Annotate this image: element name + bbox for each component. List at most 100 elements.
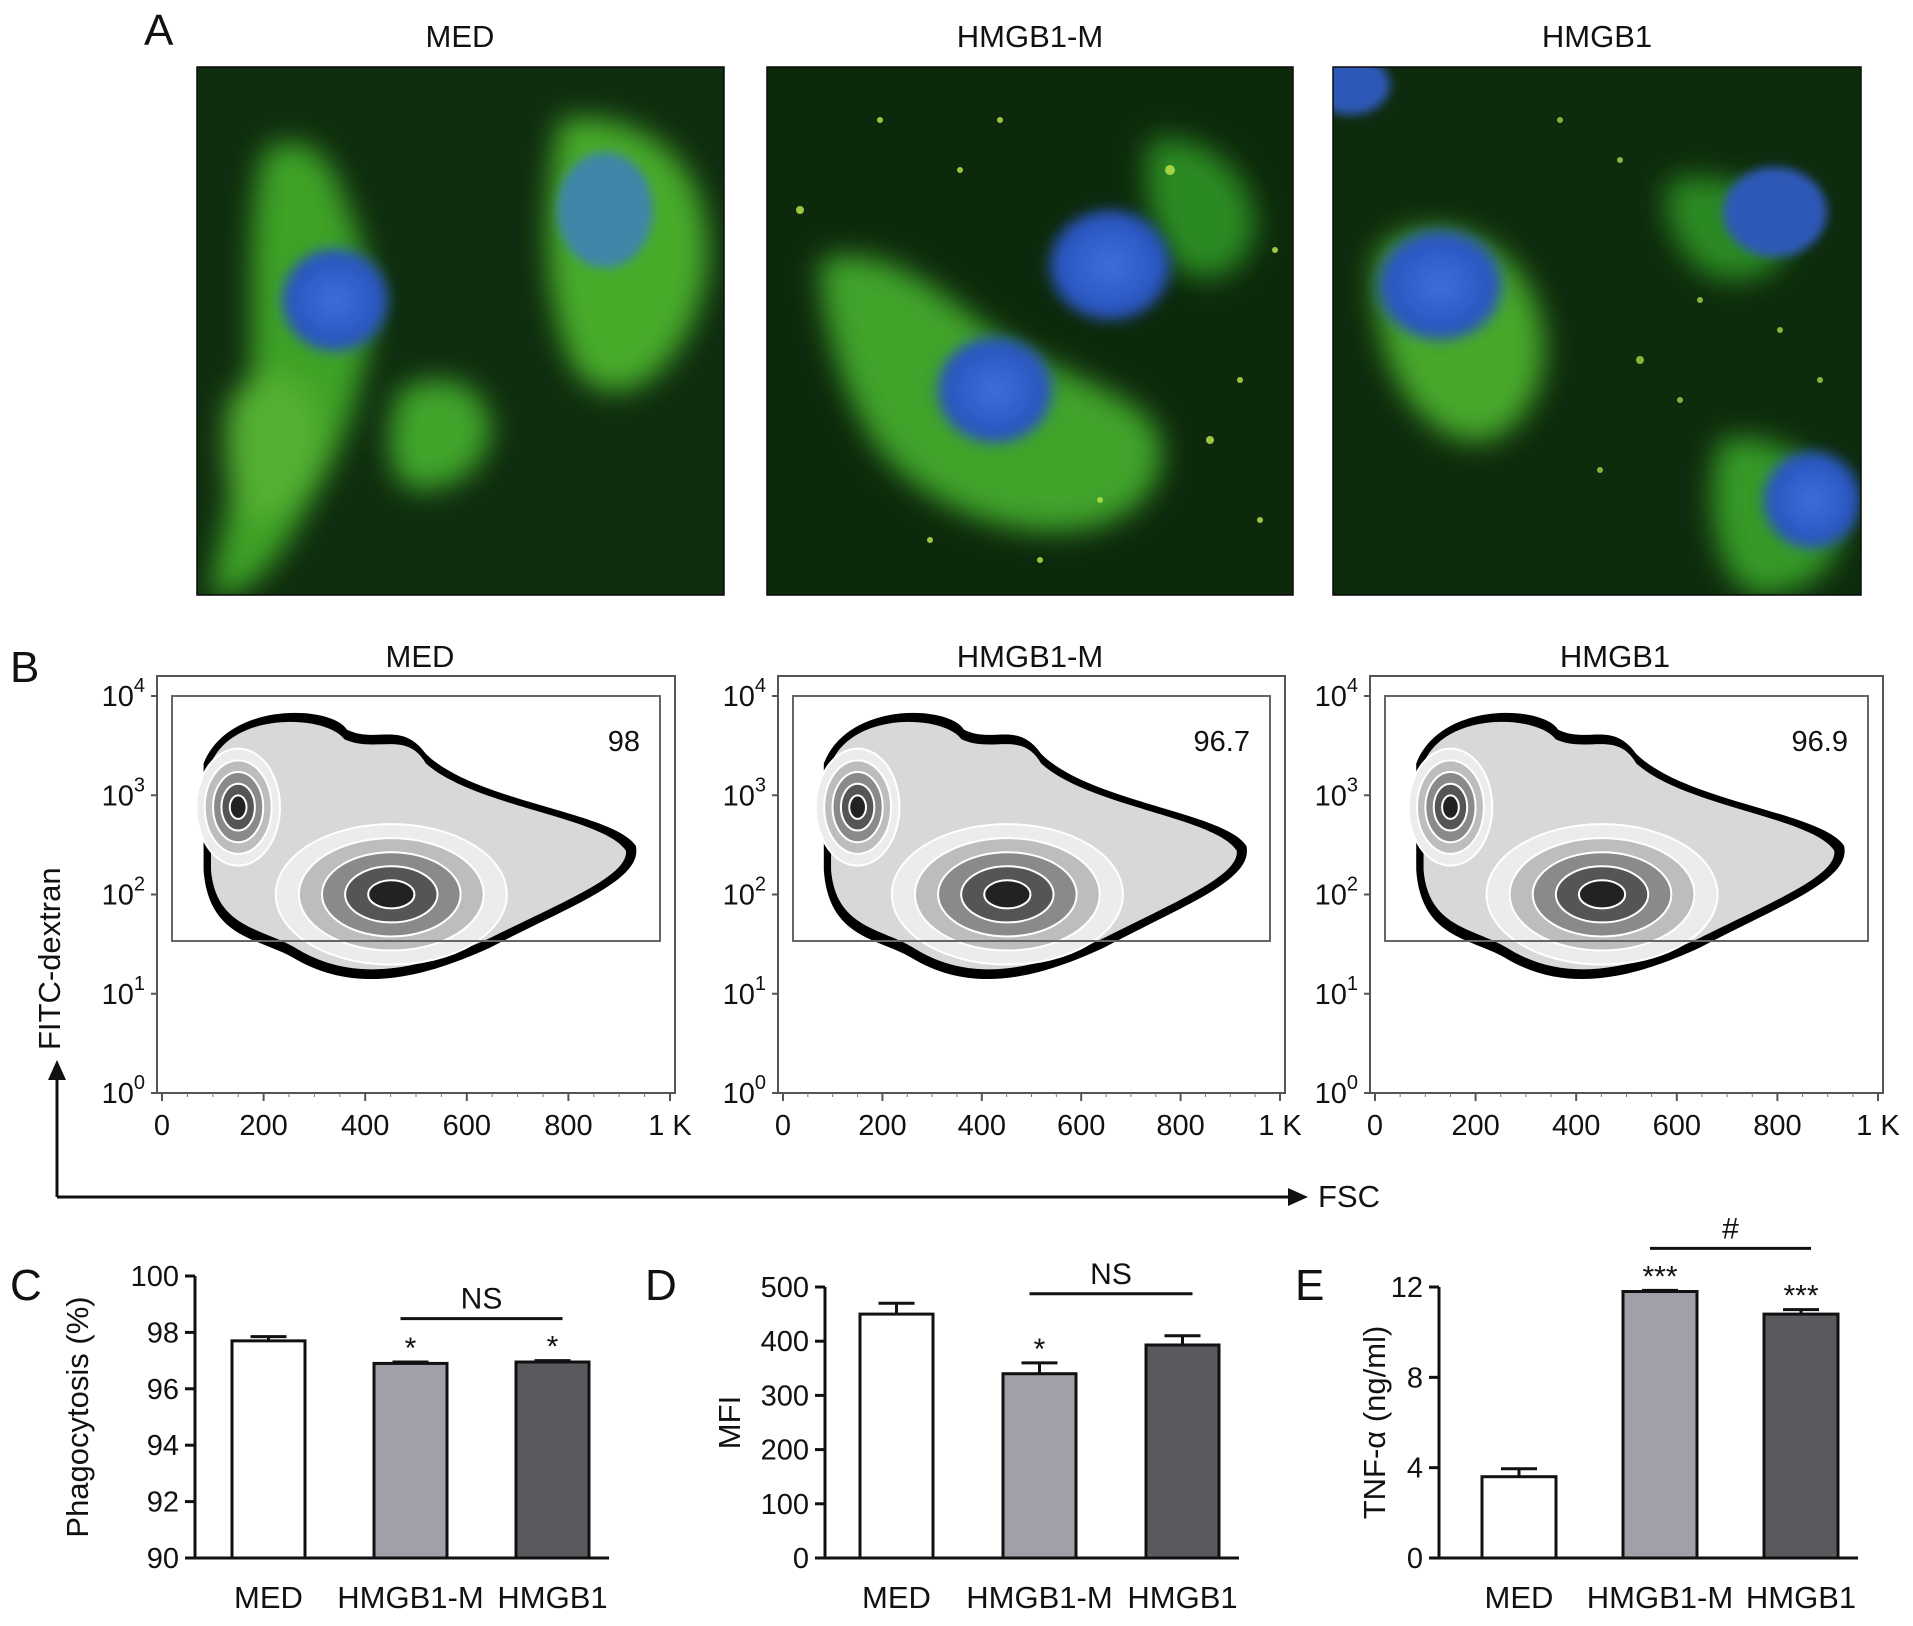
density-contour (983, 879, 1032, 910)
y-tick-label: 0 (1407, 1543, 1423, 1575)
density-contour (1441, 794, 1460, 820)
category-label: HMGB1-M (337, 1580, 483, 1615)
bar-chart-C: 90 92 94 96 98 100 Phagocytosis (%) MED HMGB1-M *… (60, 1261, 609, 1615)
significance-label: * (1034, 1333, 1046, 1366)
bar (1001, 1372, 1078, 1560)
tick-exponent: 1 (1347, 973, 1358, 995)
x-tick-label: 200 (1451, 1110, 1499, 1142)
tick-exponent: 0 (755, 1072, 766, 1094)
y-tick-label: 500 (761, 1272, 809, 1304)
y-tick-label: 98 (147, 1317, 179, 1349)
x-tick-label: 600 (1057, 1110, 1105, 1142)
x-tick-label: 400 (1552, 1110, 1600, 1142)
tick-exponent: 3 (755, 774, 766, 796)
bar (372, 1361, 449, 1560)
x-tick-label: 1 K (648, 1110, 692, 1142)
tick-base: 10 (102, 780, 134, 812)
y-tick-label: 100 (131, 1261, 179, 1293)
tick-base: 10 (102, 1078, 134, 1110)
bar (858, 1312, 935, 1560)
y-tick-label: 90 (147, 1543, 179, 1575)
tick-exponent: 2 (134, 874, 145, 896)
x-tick-label: 800 (1156, 1110, 1204, 1142)
category-label: HMGB1 (497, 1580, 607, 1615)
gate-value: 96.9 (1792, 726, 1848, 758)
y-tick-label: 4 (1407, 1453, 1423, 1485)
density-contour (228, 794, 248, 820)
y-tick-label: 400 (761, 1326, 809, 1358)
x-tick-label: 0 (775, 1110, 791, 1142)
category-label: HMGB1-M (966, 1580, 1112, 1615)
significance-label: *** (1642, 1260, 1677, 1293)
flow-xlabel: FSC (1318, 1179, 1380, 1214)
image-title-hmgb1: HMGB1 (1542, 19, 1652, 54)
comparison-label: # (1722, 1212, 1739, 1245)
comparison-label: NS (461, 1283, 503, 1316)
bar-chart-D: 0 100 200 300 400 500 MFI MED HMGB1-M * HMGB1 NS (712, 1258, 1239, 1615)
y-tick-label: 101 (723, 973, 766, 1011)
category-label: HMGB1 (1127, 1580, 1237, 1615)
y-tick-label: 104 (102, 675, 145, 713)
tick-base: 10 (1315, 1078, 1347, 1110)
density-contour (367, 879, 416, 910)
x-tick-label: 600 (443, 1110, 491, 1142)
y-tick-label: 8 (1407, 1362, 1423, 1394)
tick-exponent: 1 (755, 973, 766, 995)
category-label: HMGB1 (1746, 1580, 1856, 1615)
category-label: MED (234, 1580, 303, 1615)
bar-chart-E: 0 4 8 12 TNF-α (ng/ml) MED HMGB1-M *** HMGB1 *** # (1357, 1212, 1858, 1615)
category-label: MED (1485, 1580, 1554, 1615)
bar (1480, 1475, 1558, 1560)
y-tick-label: 101 (1315, 973, 1358, 1011)
tick-base: 10 (723, 880, 755, 912)
tick-base: 10 (1315, 780, 1347, 812)
y-tick-label: 104 (723, 675, 766, 713)
panel-letter-a: A (144, 6, 174, 55)
y-tick-label: 94 (147, 1430, 179, 1462)
image-title-hmgb1m: HMGB1-M (957, 19, 1103, 54)
x-tick-label: 1 K (1856, 1110, 1900, 1142)
x-tick-label: 800 (1753, 1110, 1801, 1142)
bar-charts: 90 92 94 96 98 100 Phagocytosis (%) MED HMGB1-M *… (60, 1212, 1858, 1615)
tick-base: 10 (1315, 979, 1347, 1011)
y-tick-label: 102 (1315, 874, 1358, 912)
gate-value: 96.7 (1194, 726, 1250, 758)
y-tick-label: 103 (102, 774, 145, 812)
x-tick-label: 1 K (1258, 1110, 1302, 1142)
y-axis-label: TNF-α (ng/ml) (1357, 1326, 1392, 1520)
y-tick-label: 103 (1315, 774, 1358, 812)
significance-label: * (405, 1332, 417, 1365)
bar (230, 1339, 307, 1560)
density-contour (1577, 879, 1627, 910)
gate-value: 98 (608, 726, 640, 758)
x-tick-label: 800 (544, 1110, 592, 1142)
tick-base: 10 (723, 979, 755, 1011)
tick-exponent: 0 (134, 1072, 145, 1094)
tick-base: 10 (723, 1078, 755, 1110)
tick-exponent: 1 (134, 973, 145, 995)
category-label: MED (862, 1580, 931, 1615)
x-tick-label: 400 (958, 1110, 1006, 1142)
tick-base: 10 (1315, 681, 1347, 713)
micrograph-frame (196, 66, 725, 596)
y-axis-label: MFI (712, 1396, 747, 1449)
x-tick-label: 0 (154, 1110, 170, 1142)
comparison-label: NS (1090, 1258, 1132, 1291)
panel-letter-c: C (10, 1261, 42, 1310)
tick-exponent: 2 (755, 874, 766, 896)
y-tick-label: 104 (1315, 675, 1358, 713)
tick-base: 10 (723, 780, 755, 812)
gate-rectangle (171, 695, 661, 942)
y-tick-label: 92 (147, 1487, 179, 1519)
x-tick-label: 200 (239, 1110, 287, 1142)
y-tick-label: 300 (761, 1380, 809, 1412)
flow-plot-title: MED (386, 639, 455, 674)
tick-exponent: 4 (134, 675, 145, 697)
tick-exponent: 2 (1347, 874, 1358, 896)
bar (1621, 1290, 1699, 1560)
image-title-med: MED (426, 19, 495, 54)
panel-letter-e: E (1295, 1261, 1324, 1310)
y-tick-label: 103 (723, 774, 766, 812)
